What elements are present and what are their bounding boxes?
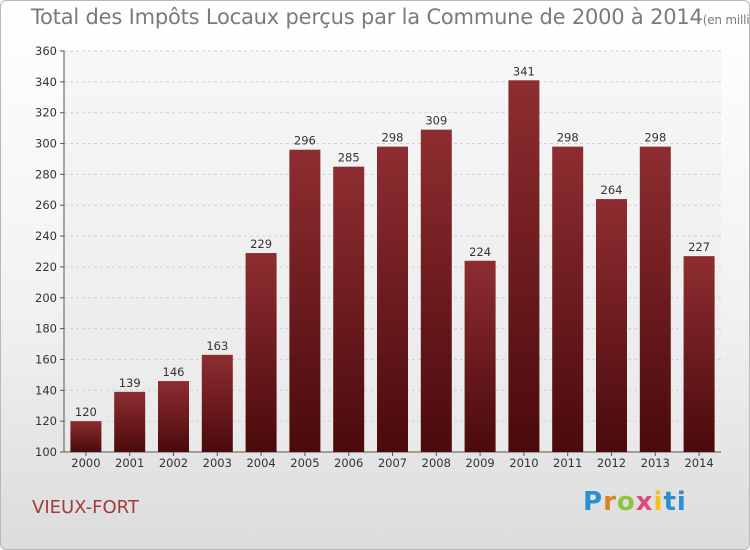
bar-2000 [70,421,102,452]
x-tick-label-2012: 2012 [597,456,626,470]
logo-letter-p: P [583,487,604,517]
x-tick-label-2013: 2013 [641,456,670,470]
logo-letter-o: o [616,487,636,517]
x-tick-label-2010: 2010 [509,456,538,470]
bar-2006 [333,166,365,452]
chart-title-text: Total des Impôts Locaux perçus par la Co… [31,5,703,29]
proxiti-logo: Proxiti [583,487,687,517]
data-label-2005: 296 [294,134,316,148]
y-tick-label: 140 [35,383,57,397]
bar-2014 [683,256,715,452]
data-label-2011: 298 [557,131,579,145]
data-label-2007: 298 [382,131,404,145]
x-tick-label-2009: 2009 [465,456,494,470]
commune-name: VIEUX-FORT [32,497,139,518]
bar-2011 [552,146,584,452]
y-tick-label: 240 [35,229,57,243]
x-tick-label-2005: 2005 [290,456,319,470]
bar-2002 [158,381,189,452]
bar-2013 [639,146,671,452]
data-label-2000: 120 [75,405,97,419]
data-label-2006: 285 [338,151,360,165]
y-tick-label: 280 [35,167,57,181]
y-tick-label: 300 [35,137,57,151]
x-tick-label-2003: 2003 [203,456,232,470]
y-tick-label: 360 [35,44,57,58]
y-tick-label: 200 [35,291,57,305]
data-label-2004: 229 [250,237,272,251]
x-tick-label-2011: 2011 [553,456,582,470]
logo-letter-r: r [603,487,617,517]
logo-letter-i: i [653,487,664,517]
y-tick-label: 100 [35,445,57,459]
logo-letters-ti: ti [663,487,687,517]
x-tick-label-2006: 2006 [334,456,363,470]
bar-2007 [377,146,408,452]
x-tick-label-2002: 2002 [159,456,188,470]
data-label-2003: 163 [206,339,228,353]
y-tick-label: 220 [35,260,57,274]
y-tick-label: 180 [35,322,57,336]
bar-2010 [508,80,540,453]
x-tick-label-2008: 2008 [422,456,451,470]
data-label-2010: 341 [513,64,535,78]
bar-2001 [114,391,146,452]
y-tick-label: 320 [35,106,57,120]
bar-2003 [201,354,233,452]
data-label-2002: 146 [163,365,185,379]
bar-2009 [464,260,496,452]
bar-2004 [245,253,277,452]
x-tick-label-2014: 2014 [684,456,713,470]
y-tick-label: 120 [35,414,57,428]
data-label-2014: 227 [688,240,710,254]
bar-2005 [289,149,321,452]
x-tick-label-2004: 2004 [246,456,275,470]
bar-2012 [596,199,627,452]
data-label-2008: 309 [425,114,447,128]
bar-2008 [420,129,452,452]
logo-letter-x: x [635,487,654,517]
x-tick-label-2001: 2001 [115,456,144,470]
y-tick-label: 340 [35,75,57,89]
data-label-2009: 224 [469,245,491,259]
chart-unit-label: (en milliers d'€) [702,13,750,27]
data-label-2013: 298 [644,131,666,145]
chart-title: Total des Impôts Locaux perçus par la Co… [31,5,750,29]
y-tick-label: 260 [35,198,57,212]
x-tick-label-2007: 2007 [378,456,407,470]
x-tick-label-2000: 2000 [71,456,100,470]
y-tick-label: 160 [35,352,57,366]
data-label-2012: 264 [601,183,623,197]
data-label-2001: 139 [119,376,141,390]
